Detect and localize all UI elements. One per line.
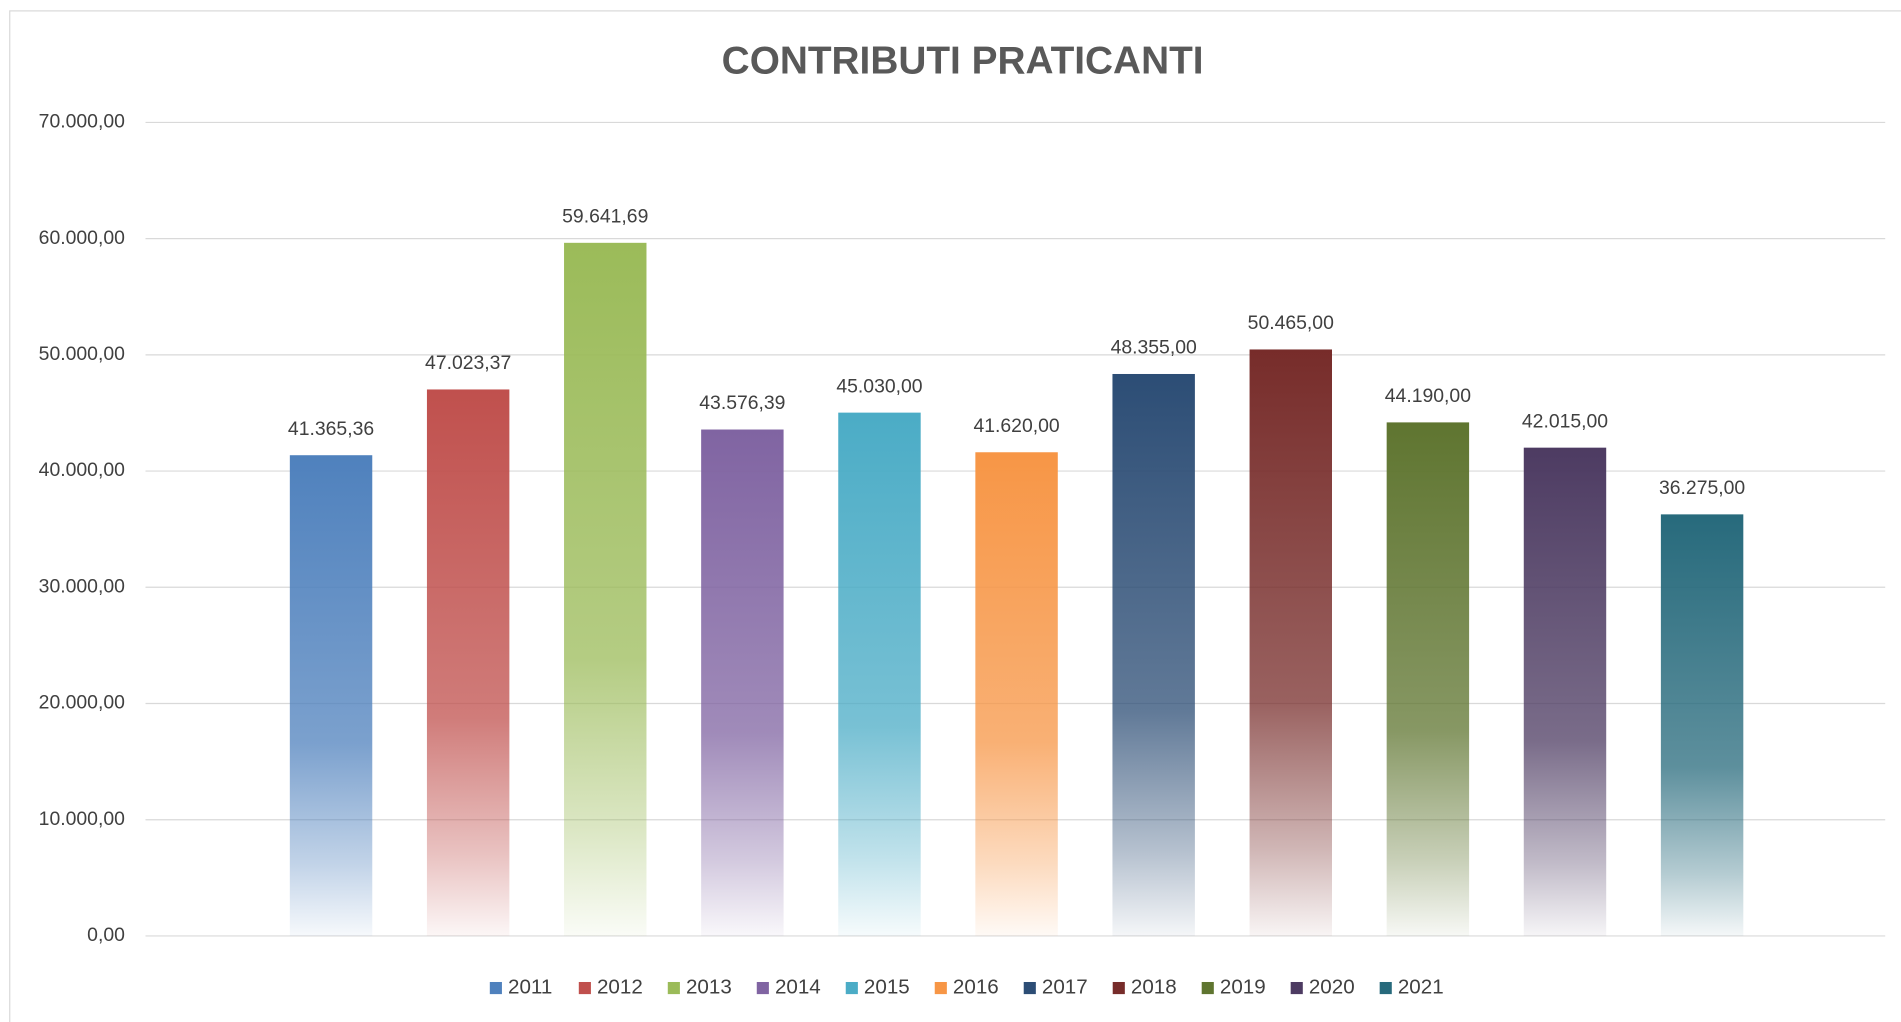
- legend-label: 2017: [1042, 975, 1088, 998]
- y-tick-label: 50.000,00: [39, 343, 125, 365]
- data-label: 59.641,69: [562, 205, 648, 227]
- legend-swatch: [578, 981, 591, 995]
- data-label: 42.015,00: [1522, 410, 1608, 432]
- legend-swatch: [934, 981, 947, 995]
- legend-swatch: [1290, 981, 1303, 995]
- data-label: 47.023,37: [425, 352, 511, 374]
- y-tick-label: 70.000,00: [39, 111, 125, 133]
- bar: [838, 412, 921, 936]
- chart-title: CONTRIBUTI PRATICANTI: [722, 39, 1204, 82]
- data-label: 36.275,00: [1659, 477, 1745, 499]
- data-label: 45.030,00: [836, 375, 922, 397]
- bar: [1249, 349, 1333, 936]
- legend-swatch: [1379, 981, 1392, 995]
- y-tick-label: 0,00: [87, 924, 125, 946]
- data-label: 48.355,00: [1111, 337, 1197, 359]
- bar: [701, 429, 784, 936]
- legend-swatch: [489, 981, 502, 995]
- data-label: 50.465,00: [1248, 312, 1334, 334]
- bar: [1112, 373, 1195, 936]
- legend-label: 2021: [1398, 975, 1444, 998]
- legend-swatch: [756, 981, 769, 995]
- legend-label: 2016: [953, 975, 999, 998]
- legend-label: 2014: [775, 975, 821, 998]
- bar: [426, 389, 510, 936]
- bar: [1660, 514, 1744, 936]
- bar: [289, 455, 373, 936]
- y-tick-label: 10.000,00: [39, 808, 125, 830]
- y-tick-label: 40.000,00: [39, 459, 125, 481]
- legend-label: 2011: [508, 975, 552, 998]
- data-label: 43.576,39: [699, 392, 785, 414]
- legend-label: 2020: [1309, 975, 1355, 998]
- legend-swatch: [845, 981, 858, 995]
- legend-label: 2013: [686, 975, 732, 998]
- legend-swatch: [667, 981, 680, 995]
- data-label: 41.365,36: [288, 418, 374, 440]
- y-tick-label: 20.000,00: [39, 692, 125, 714]
- bar: [1523, 447, 1607, 936]
- legend-label: 2018: [1131, 975, 1177, 998]
- data-label: 41.620,00: [973, 415, 1059, 437]
- legend-label: 2012: [597, 975, 643, 998]
- bar: [1386, 422, 1470, 936]
- legend-swatch: [1112, 981, 1125, 995]
- legend-label: 2019: [1220, 975, 1266, 998]
- y-tick-label: 30.000,00: [39, 575, 125, 597]
- y-tick-label: 60.000,00: [39, 227, 125, 249]
- legend-swatch: [1201, 981, 1214, 995]
- bar: [975, 452, 1058, 936]
- bar: [564, 242, 647, 936]
- data-label: 44.190,00: [1385, 385, 1471, 407]
- legend-swatch: [1023, 981, 1036, 995]
- legend-label: 2015: [864, 975, 910, 998]
